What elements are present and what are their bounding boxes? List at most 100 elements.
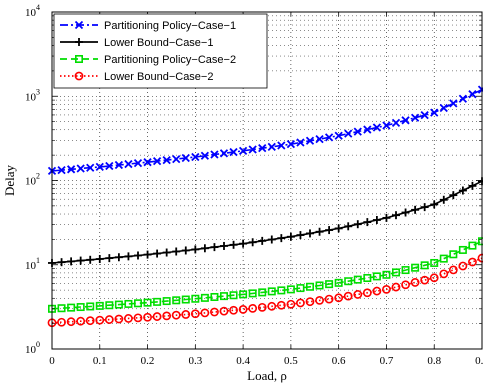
square-marker xyxy=(277,286,286,295)
x-marker xyxy=(382,121,391,130)
square-marker xyxy=(239,290,248,299)
square-marker xyxy=(286,285,295,294)
square-marker xyxy=(143,298,152,307)
y-tick-label: 104 xyxy=(25,3,40,19)
circle-marker xyxy=(410,278,420,287)
square-marker xyxy=(305,282,314,291)
series-line xyxy=(51,240,483,310)
circle-marker xyxy=(162,311,172,321)
y-axis-label: Delay xyxy=(2,164,17,196)
legend-entry: Lower Bound−Case−2 xyxy=(60,71,213,83)
x-marker xyxy=(76,164,85,173)
circle-marker xyxy=(362,288,372,298)
square-marker xyxy=(67,303,76,312)
square-marker xyxy=(344,277,353,286)
circle-marker xyxy=(133,313,143,323)
circle-marker xyxy=(74,71,84,81)
circle-marker xyxy=(286,299,296,309)
x-marker xyxy=(172,154,181,164)
circle-marker xyxy=(219,306,229,316)
circle-marker xyxy=(305,297,315,307)
x-marker xyxy=(258,144,267,153)
circle-marker xyxy=(382,284,391,294)
circle-marker xyxy=(257,302,267,312)
square-marker xyxy=(334,278,343,287)
square-marker xyxy=(325,280,334,289)
square-marker xyxy=(86,302,95,311)
circle-marker xyxy=(343,291,353,301)
square-marker xyxy=(468,241,477,250)
x-marker xyxy=(430,108,439,117)
x-marker xyxy=(124,159,133,169)
square-marker xyxy=(458,245,467,254)
square-marker xyxy=(191,294,200,303)
square-marker xyxy=(114,300,123,309)
square-marker xyxy=(75,54,84,63)
x-marker xyxy=(162,155,171,165)
square-marker xyxy=(134,299,143,308)
x-marker xyxy=(458,94,468,103)
square-marker xyxy=(353,275,362,284)
x-marker xyxy=(401,116,410,125)
square-marker xyxy=(162,297,171,306)
x-axis-label: Load, ρ xyxy=(247,368,287,383)
x-tick-label: 0.3 xyxy=(188,355,202,367)
square-marker xyxy=(57,304,66,313)
x-tick-label: 0.6 xyxy=(332,355,346,367)
square-marker xyxy=(258,288,267,297)
x-marker xyxy=(449,99,458,108)
x-marker xyxy=(210,150,219,159)
circle-marker xyxy=(95,315,105,325)
circle-marker xyxy=(152,312,162,321)
x-marker xyxy=(391,118,401,128)
series-line xyxy=(51,257,483,324)
square-marker xyxy=(449,250,458,259)
legend: Partitioning Policy−Case−1 Lower Bound−Ca… xyxy=(53,13,268,89)
circle-marker xyxy=(171,310,181,320)
circle-marker xyxy=(372,286,382,296)
circle-marker xyxy=(391,282,401,292)
square-marker xyxy=(296,284,305,293)
y-tick-label: 100 xyxy=(25,340,40,356)
x-marker xyxy=(344,129,353,138)
circle-marker xyxy=(429,273,439,283)
square-marker xyxy=(315,281,324,290)
square-marker xyxy=(382,270,391,279)
square-marker xyxy=(439,254,448,263)
square-marker xyxy=(181,295,190,304)
circle-marker xyxy=(448,265,458,275)
x-marker xyxy=(57,165,66,175)
circle-marker xyxy=(276,300,286,310)
circle-marker xyxy=(76,316,86,326)
square-marker xyxy=(411,263,420,272)
circle-marker xyxy=(114,314,124,324)
circle-marker xyxy=(334,293,344,303)
x-marker xyxy=(248,145,257,154)
x-marker xyxy=(143,158,152,167)
x-marker xyxy=(229,147,238,157)
x-marker xyxy=(334,131,343,140)
circle-marker xyxy=(296,298,305,308)
circle-marker xyxy=(458,261,468,271)
circle-marker xyxy=(353,290,363,299)
x-marker xyxy=(277,141,286,150)
circle-marker xyxy=(104,315,114,324)
x-marker xyxy=(286,140,296,149)
square-marker xyxy=(420,261,429,270)
square-marker xyxy=(210,292,219,301)
legend-entry: Partitioning Policy−Case−2 xyxy=(60,54,236,66)
circle-marker xyxy=(181,310,191,319)
legend-label: Lower Bound−Case−2 xyxy=(104,71,213,83)
x-marker xyxy=(296,138,305,147)
x-tick-label: 0.8 xyxy=(427,355,441,367)
series-line xyxy=(51,180,483,264)
x-tick-label: 0.7 xyxy=(380,355,394,367)
circle-marker xyxy=(248,303,258,313)
circle-marker xyxy=(143,312,152,322)
circle-marker xyxy=(210,307,219,317)
square-marker xyxy=(172,296,181,305)
circle-marker xyxy=(420,275,430,285)
x-marker xyxy=(181,153,190,163)
square-marker xyxy=(76,303,85,312)
